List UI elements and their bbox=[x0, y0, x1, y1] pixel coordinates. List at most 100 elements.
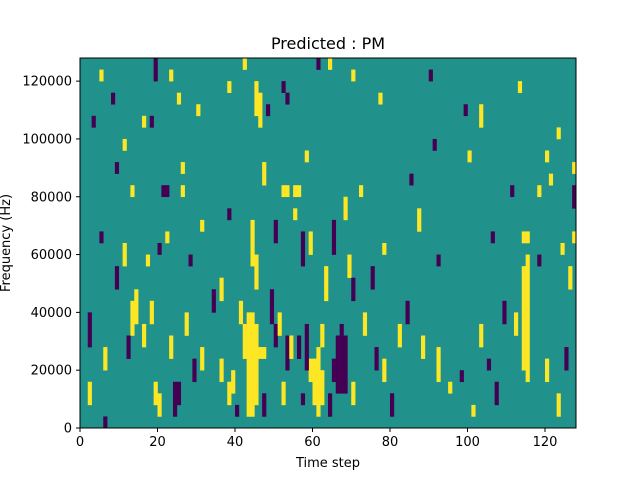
heatmap-cell bbox=[281, 381, 286, 406]
heatmap-cell bbox=[300, 393, 306, 406]
heatmap-cell bbox=[246, 312, 251, 417]
heatmap-cell bbox=[134, 289, 139, 325]
heatmap-cell bbox=[180, 162, 185, 174]
heatmap-cell bbox=[188, 254, 193, 267]
heatmap-cell bbox=[227, 381, 232, 406]
heatmap-cell bbox=[153, 381, 158, 406]
heatmap-cell bbox=[122, 138, 127, 151]
heatmap-cell bbox=[273, 219, 278, 244]
heatmap-cell bbox=[304, 323, 309, 371]
heatmap-cell bbox=[99, 231, 104, 244]
heatmap-cell bbox=[556, 127, 561, 140]
heatmap-cell bbox=[463, 104, 468, 117]
heatmap-cell bbox=[235, 404, 240, 417]
heatmap-cell bbox=[537, 254, 542, 267]
heatmap-cell bbox=[200, 347, 205, 371]
heatmap-cell bbox=[335, 335, 340, 394]
heatmap-cell bbox=[227, 81, 232, 93]
heatmap-cell bbox=[281, 81, 286, 93]
heatmap-cell bbox=[130, 300, 135, 336]
heatmap-cell bbox=[448, 381, 453, 394]
heatmap-cell bbox=[87, 381, 92, 406]
heatmap-cell bbox=[130, 185, 135, 198]
heatmap-cell bbox=[328, 58, 333, 70]
heatmap-cell bbox=[308, 231, 313, 255]
heatmap-cell bbox=[521, 266, 526, 371]
y-axis-label: Frequency (Hz) bbox=[0, 194, 14, 292]
heatmap-cell bbox=[227, 208, 232, 221]
heatmap-cell bbox=[370, 266, 375, 290]
x-tick-label: 40 bbox=[227, 435, 244, 450]
heatmap-cell bbox=[192, 358, 197, 383]
y-tick-label: 0 bbox=[64, 422, 72, 437]
heatmap-cell bbox=[351, 381, 356, 406]
heatmap-cell bbox=[173, 381, 178, 417]
heatmap-cell bbox=[374, 347, 379, 371]
heatmap-cell bbox=[417, 208, 422, 232]
heatmap-cell bbox=[545, 150, 550, 163]
heatmap-cell bbox=[409, 173, 414, 186]
heatmap-cell bbox=[200, 219, 205, 232]
heatmap-cell bbox=[548, 173, 554, 186]
heatmap-cell bbox=[459, 370, 464, 383]
heatmap-cell bbox=[328, 393, 333, 417]
heatmap-cell bbox=[564, 347, 569, 371]
heatmap-cell bbox=[165, 185, 170, 198]
heatmap-cell bbox=[149, 300, 154, 325]
heatmap-cell bbox=[479, 104, 484, 128]
heatmap-cell bbox=[312, 358, 317, 406]
heatmap-cell bbox=[320, 323, 325, 348]
x-tick-label: 80 bbox=[382, 435, 399, 450]
heatmap-cell bbox=[382, 243, 387, 255]
heatmap-cell bbox=[343, 335, 348, 394]
heatmap-cell bbox=[537, 185, 542, 198]
x-tick-label: 120 bbox=[533, 435, 558, 450]
heatmap-cell bbox=[262, 393, 267, 417]
heatmap-cell bbox=[262, 347, 267, 359]
heatmap-cell bbox=[145, 254, 151, 267]
heatmap-cell bbox=[87, 312, 92, 348]
heatmap-cell bbox=[254, 323, 259, 406]
heatmap-cell bbox=[126, 335, 131, 359]
heatmap-cell bbox=[347, 254, 352, 278]
heatmap-cell bbox=[250, 219, 255, 267]
heatmap-cell bbox=[471, 404, 476, 417]
x-axis: 0 20 40 60 80 100 120 bbox=[76, 428, 558, 450]
heatmap-cell bbox=[351, 69, 356, 82]
heatmap-cell bbox=[176, 92, 182, 105]
heatmap-cell bbox=[436, 347, 441, 383]
heatmap-cell bbox=[486, 358, 492, 371]
heatmap-cell bbox=[281, 185, 286, 198]
heatmap-cell bbox=[297, 185, 302, 198]
heatmap-cell bbox=[494, 381, 499, 406]
heatmap-cell bbox=[316, 347, 321, 417]
heatmap-cell bbox=[180, 185, 185, 198]
heatmap-cell bbox=[242, 323, 247, 359]
heatmap-cell bbox=[114, 162, 120, 174]
heatmap-cell bbox=[351, 277, 356, 302]
heatmap-cell bbox=[161, 185, 166, 198]
heatmap-cell bbox=[405, 300, 410, 325]
chart-title: Predicted : PM bbox=[271, 34, 385, 53]
x-axis-label: Time step bbox=[295, 456, 360, 471]
y-tick-label: 20000 bbox=[31, 364, 72, 379]
heatmap-cell bbox=[479, 323, 484, 348]
heatmap-cell bbox=[300, 231, 306, 267]
heatmap-cell bbox=[510, 185, 515, 198]
heatmap-cell bbox=[157, 393, 162, 417]
heatmap-cell bbox=[184, 312, 189, 336]
heatmap-cell bbox=[266, 104, 271, 117]
heatmap-cell bbox=[304, 150, 309, 163]
heatmap-cell bbox=[114, 266, 120, 290]
y-tick-label: 40000 bbox=[31, 306, 72, 321]
y-tick-label: 60000 bbox=[31, 248, 72, 263]
heatmap-cell bbox=[258, 347, 263, 359]
heatmap-cell bbox=[169, 335, 174, 359]
x-tick-label: 0 bbox=[76, 435, 84, 450]
heatmap-cell bbox=[572, 185, 577, 209]
heatmap-cell bbox=[517, 81, 523, 93]
heatmap-cell bbox=[293, 185, 298, 198]
heatmap-cell bbox=[572, 162, 577, 174]
heatmap-cell bbox=[316, 58, 321, 70]
